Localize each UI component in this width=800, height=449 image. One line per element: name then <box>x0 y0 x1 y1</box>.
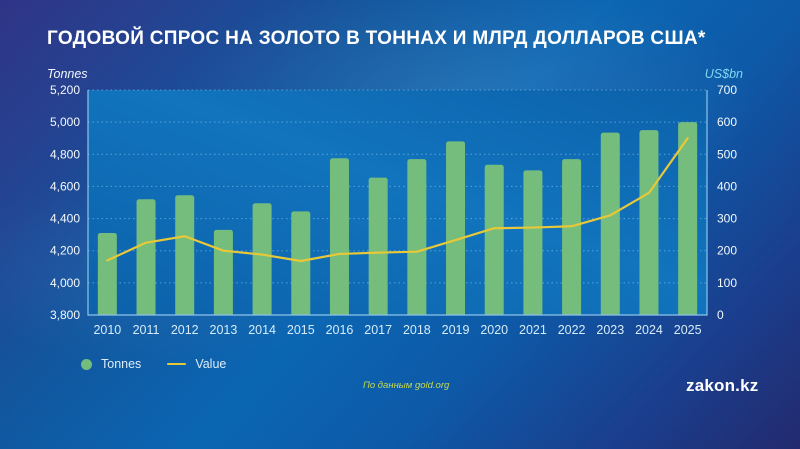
x-axis-label-2021: 2021 <box>519 323 547 337</box>
x-axis-label-2010: 2010 <box>93 323 121 337</box>
legend-item-tonnes: Tonnes <box>81 357 141 371</box>
left-axis-tick-label: 4,800 <box>50 147 80 161</box>
left-axis-tick-label: 5,200 <box>50 83 80 97</box>
right-axis-tick-label: 300 <box>717 212 737 226</box>
right-axis-tick-label: 0 <box>717 308 724 322</box>
x-axis-label-2011: 2011 <box>133 323 160 337</box>
right-axis-tick-label: 100 <box>717 276 737 290</box>
right-axis-tick-label: 700 <box>717 83 737 97</box>
bar-2012 <box>175 195 195 315</box>
left-axis-tick-label: 4,200 <box>50 244 80 258</box>
bar-2011 <box>136 199 156 315</box>
right-axis-title: US$bn <box>704 67 743 81</box>
left-axis-tick-label: 4,600 <box>50 179 80 193</box>
left-axis-tick-label: 5,000 <box>50 115 80 129</box>
x-axis-label-2015: 2015 <box>287 323 315 337</box>
bar-2017 <box>368 177 388 315</box>
chart-title: ГОДОВОЙ СПРОС НА ЗОЛОТО В ТОННАХ И МЛРД … <box>47 28 706 49</box>
left-axis-tick-label: 4,400 <box>50 212 80 226</box>
right-axis-tick-label: 200 <box>717 244 737 258</box>
right-axis-tick-label: 400 <box>717 179 737 193</box>
value-line <box>106 137 689 263</box>
left-axis-tick-label: 3,800 <box>50 308 80 322</box>
value-swatch-icon <box>167 362 187 366</box>
legend-label-value: Value <box>195 357 227 371</box>
legend-label-tonnes: Tonnes <box>101 357 142 371</box>
bar-2022 <box>562 159 582 315</box>
chart-legend: Tonnes Value <box>81 357 226 371</box>
bar-2018 <box>407 159 427 315</box>
right-axis-tick-label: 600 <box>717 115 737 129</box>
x-axis-label-2013: 2013 <box>210 323 238 337</box>
x-axis-label-2012: 2012 <box>171 323 199 337</box>
bar-2014 <box>252 203 272 315</box>
bar-2019 <box>446 141 466 315</box>
bar-2010 <box>97 233 117 315</box>
x-axis-label-2025: 2025 <box>674 323 702 337</box>
x-axis-label-2023: 2023 <box>596 323 624 337</box>
source-note: По данным gold.org <box>363 380 450 391</box>
x-axis-label-2024: 2024 <box>635 323 663 337</box>
x-axis-label-2018: 2018 <box>403 323 431 337</box>
bar-2024 <box>639 130 659 315</box>
x-axis-label-2014: 2014 <box>248 323 276 337</box>
bar-2023 <box>600 132 620 315</box>
tonnes-swatch-icon <box>81 358 92 370</box>
x-axis-label-2020: 2020 <box>480 323 508 337</box>
zakon-kz-logo: zakon.kz <box>686 376 759 395</box>
x-axis-label-2019: 2019 <box>442 323 470 337</box>
left-axis-title: Tonnes <box>47 67 88 81</box>
left-axis-tick-label: 4,000 <box>50 276 80 290</box>
right-axis-tick-label: 500 <box>717 147 737 161</box>
x-axis-label-2016: 2016 <box>326 323 354 337</box>
bar-2021 <box>523 170 543 315</box>
bar-2020 <box>484 164 504 315</box>
bar-2015 <box>291 211 311 315</box>
x-axis-label-2022: 2022 <box>558 323 586 337</box>
bar-2013 <box>213 229 233 315</box>
axis-frame <box>87 90 708 316</box>
x-axis-label-2017: 2017 <box>364 323 392 337</box>
bar-2016 <box>329 158 349 315</box>
legend-item-value: Value <box>167 357 226 371</box>
bar-2025 <box>678 122 698 315</box>
